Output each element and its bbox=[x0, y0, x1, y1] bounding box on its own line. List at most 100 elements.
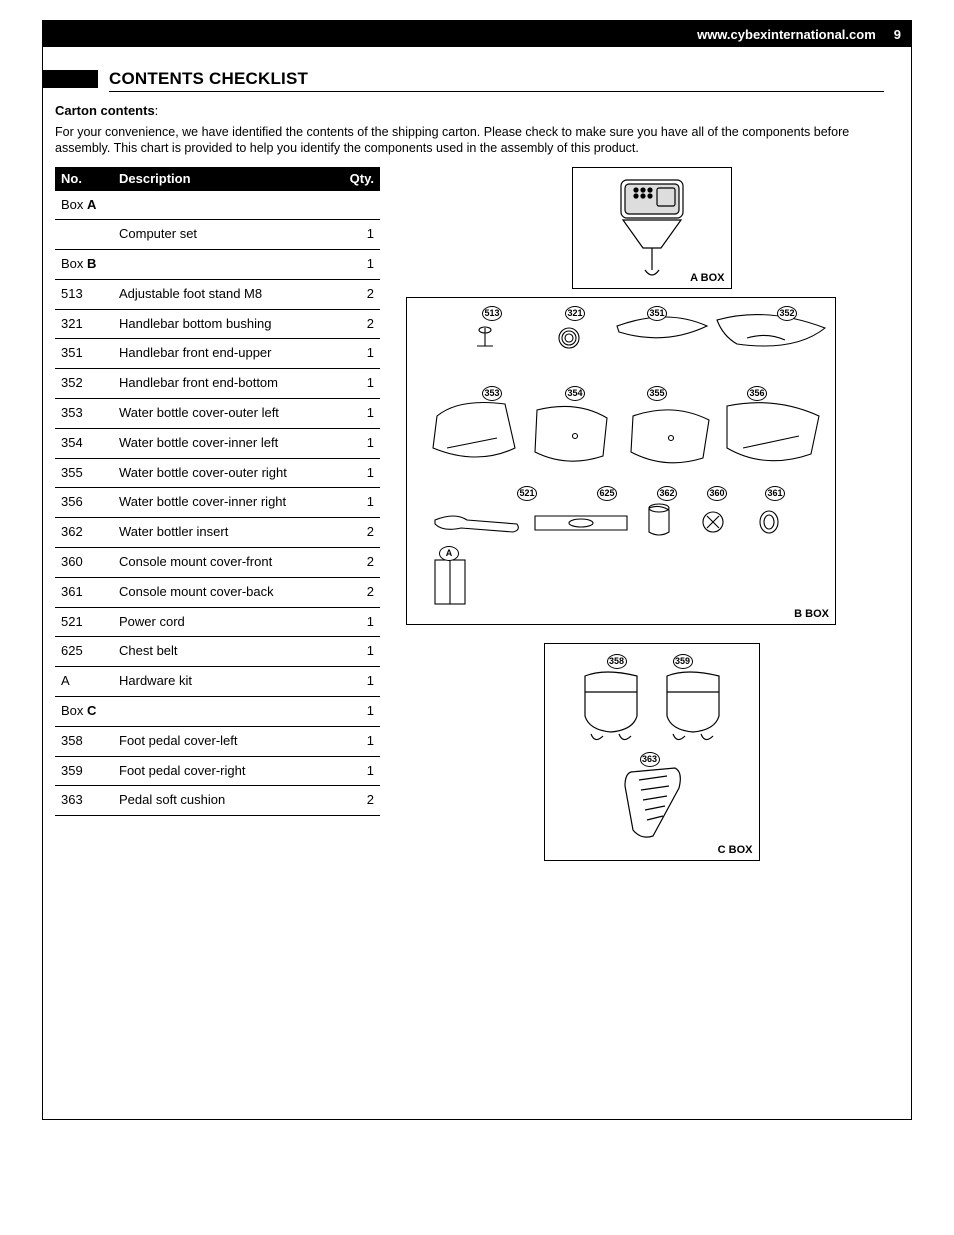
cell-qty: 1 bbox=[328, 250, 380, 280]
table-row: AHardware kit1 bbox=[55, 667, 380, 697]
page-number: 9 bbox=[894, 27, 901, 42]
cell-qty: 2 bbox=[328, 548, 380, 578]
table-row: 358Foot pedal cover-left1 bbox=[55, 726, 380, 756]
cell-no: 513 bbox=[55, 279, 113, 309]
diagram-col: A BOX bbox=[380, 167, 897, 861]
cell-no: 321 bbox=[55, 309, 113, 339]
cell-qty: 2 bbox=[328, 786, 380, 816]
c-box-diagram: C BOX 358 359 363 bbox=[544, 643, 760, 861]
cell-no: 625 bbox=[55, 637, 113, 667]
section-title: CONTENTS CHECKLIST bbox=[109, 69, 884, 92]
callout-359: 359 bbox=[673, 654, 693, 669]
cell-qty: 1 bbox=[328, 339, 380, 369]
cell-desc: Water bottler insert bbox=[113, 518, 328, 548]
page: www.cybexinternational.com 9 CONTENTS CH… bbox=[42, 20, 912, 1120]
cell-desc: Pedal soft cushion bbox=[113, 786, 328, 816]
subheading: Carton contents: bbox=[55, 103, 897, 118]
cell-desc: Water bottle cover-outer left bbox=[113, 399, 328, 429]
callout-363: 363 bbox=[640, 752, 660, 767]
table-row: 356Water bottle cover-inner right1 bbox=[55, 488, 380, 518]
table-row: 361Console mount cover-back2 bbox=[55, 577, 380, 607]
cell-no: 353 bbox=[55, 399, 113, 429]
th-desc: Description bbox=[113, 167, 328, 191]
callout-521: 521 bbox=[517, 486, 537, 501]
cell-desc: Handlebar front end-upper bbox=[113, 339, 328, 369]
cell-desc: Console mount cover-front bbox=[113, 548, 328, 578]
th-no: No. bbox=[55, 167, 113, 191]
a-box-label: A BOX bbox=[690, 272, 724, 284]
table-row: 359Foot pedal cover-right1 bbox=[55, 756, 380, 786]
table-row: 321Handlebar bottom bushing2 bbox=[55, 309, 380, 339]
header-url[interactable]: www.cybexinternational.com bbox=[697, 27, 876, 42]
cell-qty: 1 bbox=[328, 369, 380, 399]
cell-no: 521 bbox=[55, 607, 113, 637]
table-row: 521Power cord1 bbox=[55, 607, 380, 637]
intro-text: For your convenience, we have identified… bbox=[55, 124, 897, 157]
body: Carton contents: For your convenience, w… bbox=[55, 103, 897, 861]
cell-qty: 2 bbox=[328, 279, 380, 309]
callout-358: 358 bbox=[607, 654, 627, 669]
callout-321: 321 bbox=[565, 306, 585, 321]
cell-desc: Computer set bbox=[113, 220, 328, 250]
cell-desc: Chest belt bbox=[113, 637, 328, 667]
cell-qty: 2 bbox=[328, 309, 380, 339]
cell-desc: Adjustable foot stand M8 bbox=[113, 279, 328, 309]
table-row: 362Water bottler insert2 bbox=[55, 518, 380, 548]
cell-box: Box B bbox=[55, 250, 328, 280]
table-row: 354Water bottle cover-inner left1 bbox=[55, 428, 380, 458]
b-box-label: B BOX bbox=[794, 608, 829, 620]
cell-desc: Handlebar bottom bushing bbox=[113, 309, 328, 339]
table-row: 360Console mount cover-front2 bbox=[55, 548, 380, 578]
cell-desc: Water bottle cover-inner right bbox=[113, 488, 328, 518]
cell-desc: Foot pedal cover-right bbox=[113, 756, 328, 786]
title-strip bbox=[43, 70, 98, 88]
cell-desc: Water bottle cover-inner left bbox=[113, 428, 328, 458]
header-bar: www.cybexinternational.com 9 bbox=[43, 21, 911, 47]
parts-table-col: No. Description Qty. Box AComputer set1B… bbox=[55, 167, 380, 817]
cell-qty bbox=[328, 190, 380, 220]
cell-qty: 1 bbox=[328, 458, 380, 488]
callout-355: 355 bbox=[647, 386, 667, 401]
callout-353: 353 bbox=[482, 386, 502, 401]
cell-qty: 1 bbox=[328, 667, 380, 697]
cell-qty: 1 bbox=[328, 220, 380, 250]
callout-351: 351 bbox=[647, 306, 667, 321]
cell-box: Box A bbox=[55, 190, 328, 220]
cell-qty: 2 bbox=[328, 577, 380, 607]
cell-no: 354 bbox=[55, 428, 113, 458]
cell-qty: 1 bbox=[328, 428, 380, 458]
cell-qty: 1 bbox=[328, 637, 380, 667]
cell-no: 358 bbox=[55, 726, 113, 756]
cell-desc: Hardware kit bbox=[113, 667, 328, 697]
table-row: Box C1 bbox=[55, 697, 380, 727]
table-row: 363Pedal soft cushion2 bbox=[55, 786, 380, 816]
callout-625: 625 bbox=[597, 486, 617, 501]
table-row: 625Chest belt1 bbox=[55, 637, 380, 667]
callout-356: 356 bbox=[747, 386, 767, 401]
callout-513: 513 bbox=[482, 306, 502, 321]
c-box-label: C BOX bbox=[718, 844, 753, 856]
callout-361: 361 bbox=[765, 486, 785, 501]
cell-no: 355 bbox=[55, 458, 113, 488]
cell-desc: Water bottle cover-outer right bbox=[113, 458, 328, 488]
cell-no: 362 bbox=[55, 518, 113, 548]
a-box-diagram: A BOX bbox=[572, 167, 732, 289]
cell-no: A bbox=[55, 667, 113, 697]
cell-desc: Power cord bbox=[113, 607, 328, 637]
cell-qty: 1 bbox=[328, 726, 380, 756]
callout-352: 352 bbox=[777, 306, 797, 321]
cell-no bbox=[55, 220, 113, 250]
cell-no: 363 bbox=[55, 786, 113, 816]
cell-desc: Handlebar front end-bottom bbox=[113, 369, 328, 399]
table-row: Box A bbox=[55, 190, 380, 220]
cell-qty: 1 bbox=[328, 399, 380, 429]
cell-qty: 1 bbox=[328, 756, 380, 786]
table-row: Box B1 bbox=[55, 250, 380, 280]
cell-qty: 1 bbox=[328, 607, 380, 637]
callout-A: A bbox=[439, 546, 459, 561]
th-qty: Qty. bbox=[328, 167, 380, 191]
callout-354: 354 bbox=[565, 386, 585, 401]
cell-box: Box C bbox=[55, 697, 328, 727]
table-row: 513Adjustable foot stand M82 bbox=[55, 279, 380, 309]
cell-no: 356 bbox=[55, 488, 113, 518]
